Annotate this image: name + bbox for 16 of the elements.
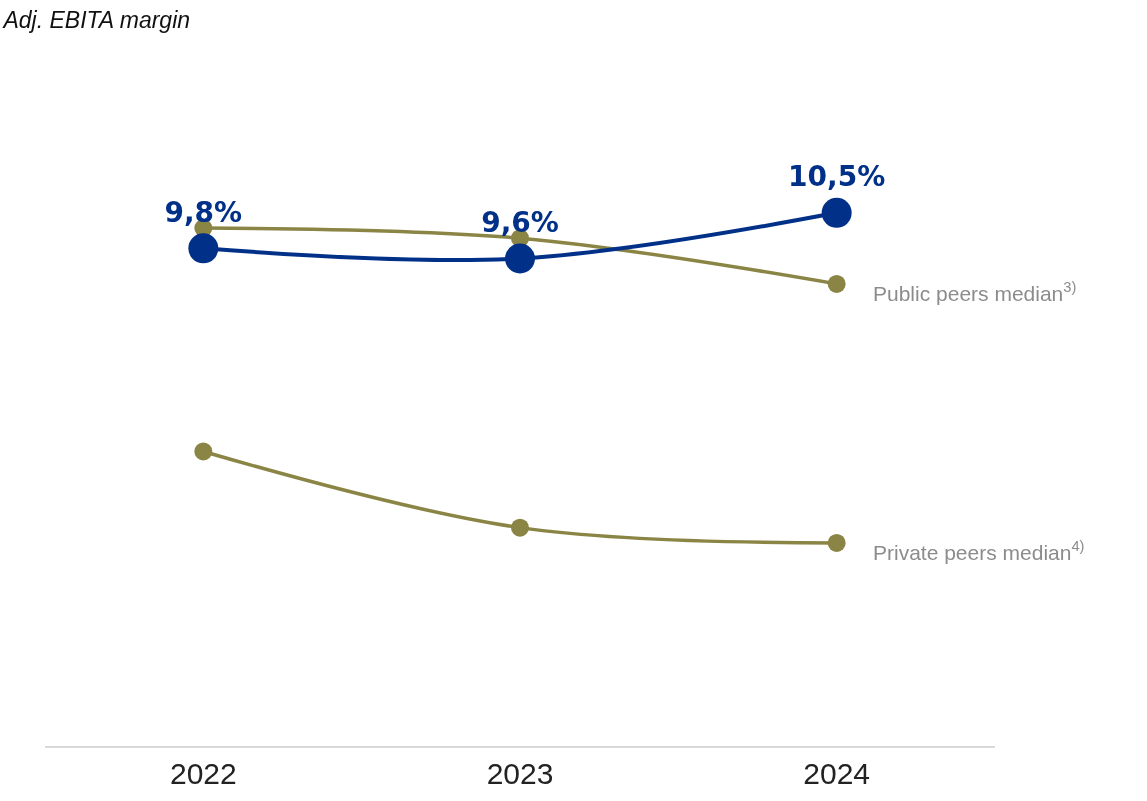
data-label: 9,8%: [164, 195, 243, 229]
point: [511, 518, 529, 537]
point: [821, 197, 852, 228]
x-tick-label: 2024: [803, 757, 871, 790]
point: [194, 442, 213, 461]
series-label: Private peers median$^{4)}$: [873, 538, 1085, 564]
series-label: Public peers median$^{3)}$: [873, 279, 1077, 305]
chart-title: Adj. EBITA margin: [1, 7, 191, 34]
x-tick-label: 2023: [486, 757, 554, 790]
data-label: 10,5%: [788, 160, 886, 194]
x-tick-label: 2022: [169, 757, 237, 790]
point: [188, 233, 219, 264]
data-label: 9,6%: [481, 205, 559, 239]
point: [505, 243, 535, 274]
point: [827, 533, 846, 552]
point: [827, 274, 846, 293]
